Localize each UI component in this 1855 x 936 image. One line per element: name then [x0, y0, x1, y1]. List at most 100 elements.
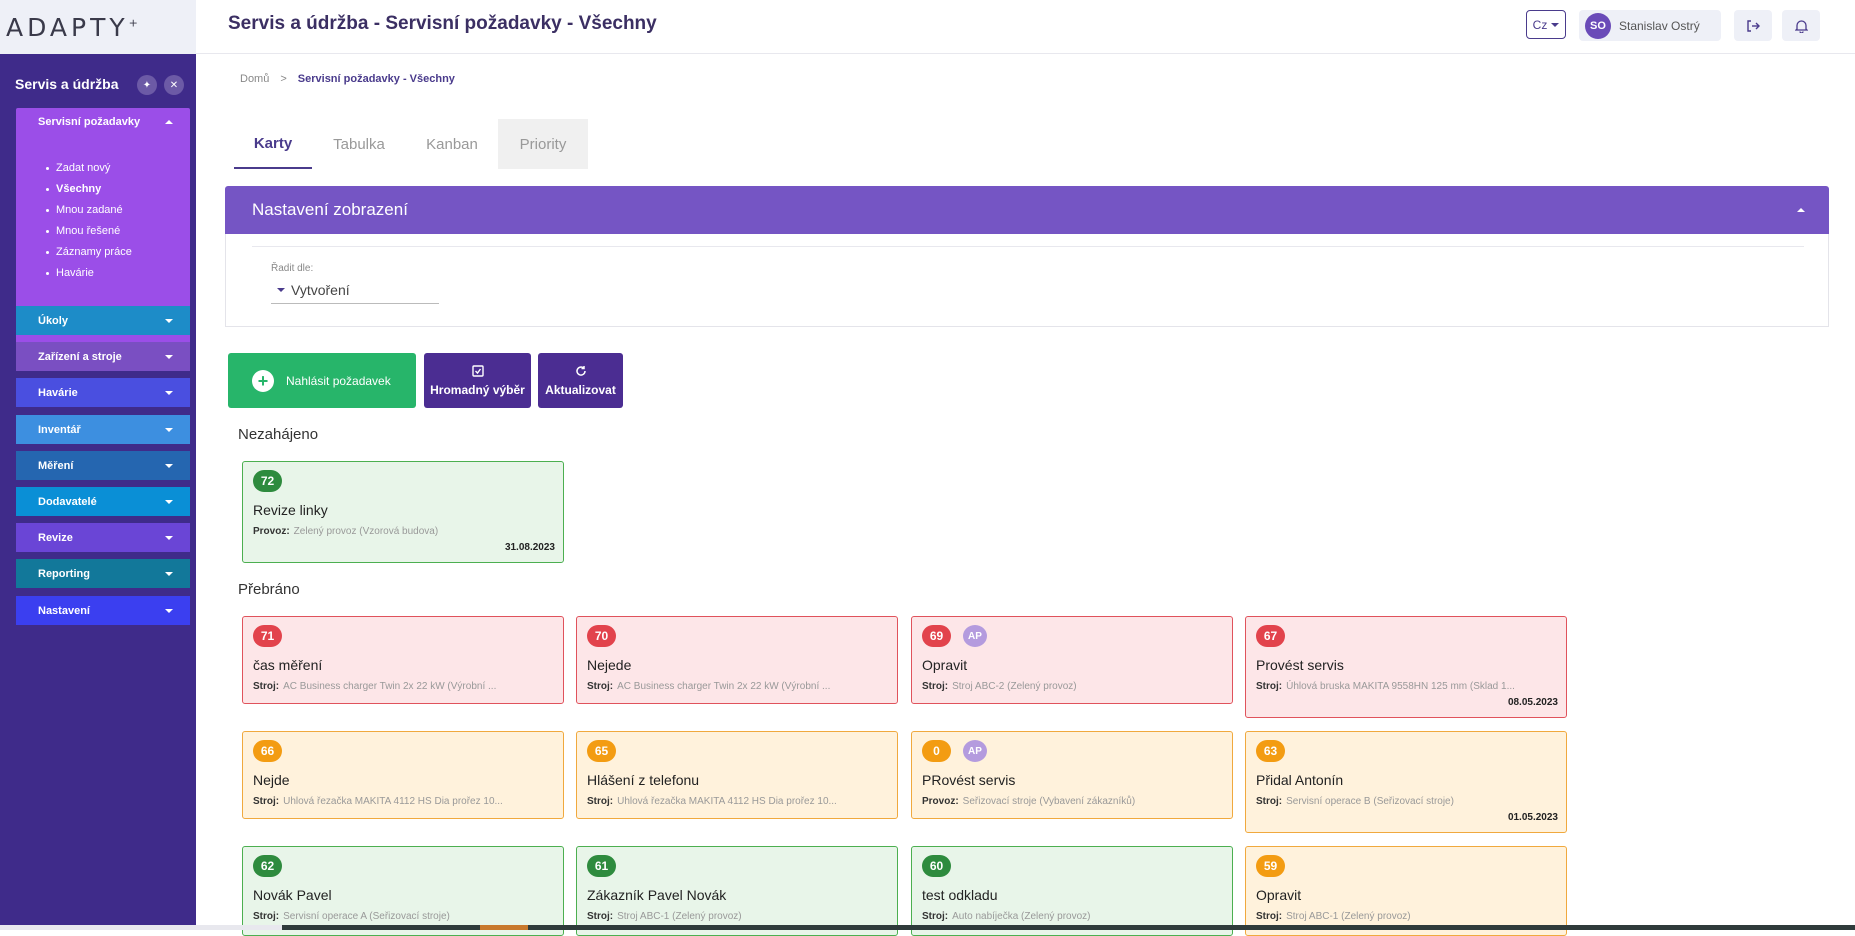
scrollbar-thumb[interactable] [480, 925, 528, 930]
request-meta-value: AC Business charger Twin 2x 22 kW (Výrob… [283, 681, 497, 692]
refresh-button[interactable]: Aktualizovat [538, 353, 623, 408]
sidebar-item-reporting[interactable]: Reporting [16, 559, 190, 588]
sidebar-item-inspections[interactable]: Revize [16, 523, 190, 552]
request-card[interactable]: 69 AP Opravit Stroj: Stroj ABC-2 (Zelený pro… [911, 616, 1233, 704]
sidebar-item-label: Havárie [38, 386, 78, 399]
sidebar-item-equipment[interactable]: Zařízení a stroje [16, 342, 190, 371]
request-date: 31.08.2023 [504, 542, 555, 553]
sort-label: Řadit dle: [271, 263, 314, 274]
sidebar-item-label: Inventář [38, 423, 81, 436]
sidebar-item-inventory[interactable]: Inventář [16, 415, 190, 444]
language-select[interactable]: Cz [1526, 10, 1566, 39]
chevron-up-icon[interactable] [165, 120, 173, 124]
request-meta-label: Stroj: [253, 796, 280, 807]
user-name: Stanislav Ostrý [1619, 18, 1700, 33]
sidebar-item-breakdowns[interactable]: Havárie [16, 378, 190, 407]
request-meta: Stroj: Servisní operace B (Seřizovací str… [1256, 796, 1454, 807]
close-sidebar-button[interactable]: ✕ [164, 75, 184, 95]
logout-button[interactable] [1734, 10, 1772, 41]
tab-table[interactable]: Tabulka [333, 135, 385, 153]
request-card[interactable]: 66 Nejde Stroj: Uhlová řezačka MAKITA 4112 … [242, 731, 564, 819]
user-menu[interactable]: SO Stanislav Ostrý [1579, 10, 1721, 41]
request-id-badge: 0 [922, 740, 951, 762]
request-title: Opravit [1256, 887, 1302, 903]
sort-value: Vytvoření [291, 281, 350, 298]
pin-icon: ✦ [142, 79, 152, 91]
request-meta-value: Úhlová bruska MAKITA 9558HN 125 mm (Skla… [1286, 681, 1515, 692]
request-card[interactable]: 59 Opravit Stroj: Stroj ABC-1 (Zelený provo… [1245, 846, 1567, 936]
request-date: 08.05.2023 [1507, 697, 1558, 708]
chevron-down-icon [165, 500, 173, 504]
logo-area[interactable]: ADAPTY+ [0, 0, 196, 54]
request-id-badge: 61 [587, 855, 616, 877]
request-id-badge: 67 [1256, 625, 1285, 647]
request-meta-label: Stroj: [253, 911, 280, 922]
display-settings-body: Řadit dle: Vytvoření [225, 234, 1829, 327]
tab-priorities[interactable]: Priority [498, 119, 588, 169]
display-settings-header[interactable]: Nastavení zobrazení [225, 186, 1829, 234]
request-card[interactable]: 70 Nejede Stroj: AC Business charger Twin 2… [576, 616, 898, 704]
sidebar-subitem-solved-by-me[interactable]: Mnou řešené [46, 225, 120, 237]
request-title: Nejde [253, 772, 290, 788]
close-icon: ✕ [169, 79, 179, 91]
request-card[interactable]: 65 Hlášení z telefonu Stroj: Uhlová řezačka… [576, 731, 898, 819]
report-request-button[interactable]: + Nahlásit požadavek [228, 353, 416, 408]
sidebar-item-label: Reporting [38, 567, 90, 580]
display-settings-title: Nastavení zobrazení [252, 200, 408, 219]
request-meta: Stroj: Stroj ABC-1 (Zelený provoz) [587, 911, 742, 922]
request-title: Zákazník Pavel Novák [587, 887, 727, 903]
sidebar: Servis a údržba ✦ ✕ Servisní požadavky Z… [0, 54, 196, 930]
request-meta-value: Stroj ABC-1 (Zelený provoz) [617, 911, 742, 922]
request-meta-value: Stroj ABC-1 (Zelený provoz) [1286, 911, 1411, 922]
request-title: Provést servis [1256, 657, 1344, 673]
request-meta-value: Servisní operace A (Seřizovací stroje) [283, 911, 450, 922]
sidebar-subitem-new[interactable]: Zadat nový [46, 162, 110, 174]
sidebar-subitem-work-logs[interactable]: Záznamy práce [46, 246, 132, 258]
request-card[interactable]: 0 AP PRovést servis Provoz: Seřizovací stroj… [911, 731, 1233, 819]
request-meta-label: Stroj: [922, 681, 949, 692]
sidebar-item-suppliers[interactable]: Dodavatelé [16, 487, 190, 516]
request-meta: Provoz: Zelený provoz (Vzorová budova) [253, 526, 438, 537]
request-id-badge: 66 [253, 740, 282, 762]
request-card[interactable]: 61 Zákazník Pavel Novák Stroj: Stroj ABC-1 … [576, 846, 898, 936]
request-meta: Provoz: Seřizovací stroje (Vybavení zákaz… [922, 796, 1135, 807]
sidebar-item-label: Nastavení [38, 604, 90, 617]
assignee-avatar: AP [963, 625, 987, 647]
request-card[interactable]: 71 čas měření Stroj: AC Business charger Tw… [242, 616, 564, 704]
notifications-button[interactable] [1782, 10, 1820, 41]
pin-sidebar-button[interactable]: ✦ [137, 75, 157, 95]
sidebar-item-label: Dodavatelé [38, 495, 97, 508]
request-meta-label: Provoz: [922, 796, 959, 807]
request-card[interactable]: 72 Revize linky Provoz: Zelený provoz (Vzor… [242, 461, 564, 563]
tab-cards[interactable]: Karty [234, 119, 312, 169]
request-meta: Stroj: Stroj ABC-1 (Zelený provoz) [1256, 911, 1411, 922]
divider [252, 246, 1804, 247]
sidebar-subitem-created-by-me[interactable]: Mnou zadané [46, 204, 123, 216]
sidebar-item-measurements[interactable]: Měření [16, 451, 190, 480]
sidebar-item-settings[interactable]: Nastavení [16, 596, 190, 625]
sidebar-subitem-all[interactable]: Všechny [46, 183, 101, 195]
request-id-badge: 70 [587, 625, 616, 647]
request-card[interactable]: 62 Novák Pavel Stroj: Servisní operace A (S… [242, 846, 564, 936]
breadcrumb-current: Servisní požadavky - Všechny [297, 73, 455, 85]
bulk-select-button[interactable]: Hromadný výběr [424, 353, 531, 408]
sidebar-subitem-breakdowns[interactable]: Havárie [46, 267, 94, 279]
request-card[interactable]: 63 Přidal Antonín Stroj: Servisní operace B… [1245, 731, 1567, 833]
request-id-badge: 72 [253, 470, 282, 492]
sidebar-group-service-requests-label[interactable]: Servisní požadavky [38, 116, 141, 128]
request-id-badge: 71 [253, 625, 282, 647]
request-card[interactable]: 60 test odkladu Stroj: Auto nabíječka (Zele… [911, 846, 1233, 936]
sidebar-item-tasks[interactable]: Úkoly [16, 306, 190, 335]
breadcrumb-home[interactable]: Domů [240, 73, 270, 85]
plus-icon: + [252, 369, 274, 392]
request-meta-value: Stroj ABC-2 (Zelený provoz) [952, 681, 1077, 692]
request-meta-value: Zelený provoz (Vzorová budova) [293, 526, 439, 537]
bell-icon [1794, 19, 1808, 33]
sidebar-item-label: Zařízení a stroje [38, 350, 122, 363]
chevron-down-icon [165, 609, 173, 613]
scrollbar-track[interactable] [282, 925, 1855, 930]
sort-select[interactable]: Vytvoření [271, 276, 439, 304]
tab-kanban[interactable]: Kanban [426, 135, 478, 153]
request-card[interactable]: 67 Provést servis Stroj: Úhlová bruska MAKI… [1245, 616, 1567, 718]
sidebar-item-label: Měření [38, 459, 74, 472]
